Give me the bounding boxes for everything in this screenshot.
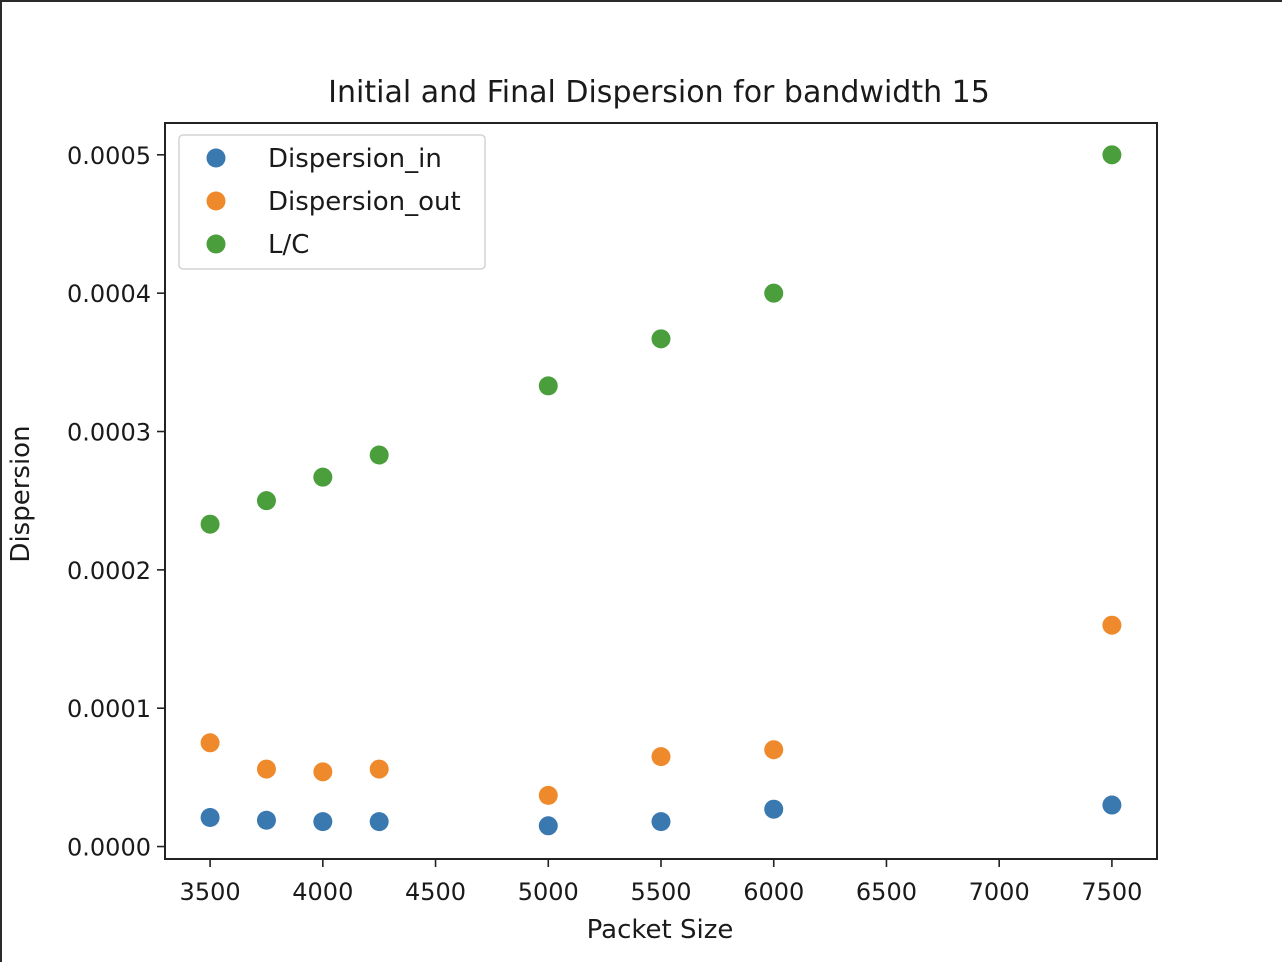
- y-axis-label: Dispersion: [6, 425, 36, 562]
- point-dispersion-in: [764, 799, 784, 819]
- legend-marker: [206, 234, 226, 254]
- point-l-c: [369, 445, 389, 465]
- point-l-c: [764, 283, 784, 303]
- point-l-c: [651, 329, 671, 349]
- point-l-c: [1102, 145, 1122, 165]
- legend-box: [178, 134, 486, 270]
- x-tick-label: 5000: [518, 878, 579, 906]
- point-l-c: [538, 376, 558, 396]
- point-dispersion-out: [369, 759, 389, 779]
- x-tick-label: 4500: [405, 878, 466, 906]
- x-axis-label: Packet Size: [587, 915, 734, 945]
- point-dispersion-in: [651, 812, 671, 832]
- y-tick-label: 0.0005: [67, 142, 151, 170]
- y-tick-label: 0.0003: [67, 419, 151, 447]
- point-dispersion-out: [764, 740, 784, 760]
- y-axis: 0.0000 0.0001 0.0002 0.0003 0.0004 0.0005: [67, 142, 165, 862]
- point-dispersion-in: [369, 812, 389, 832]
- point-dispersion-in: [200, 807, 220, 827]
- x-tick-label: 7500: [1081, 878, 1142, 906]
- point-l-c: [200, 514, 220, 534]
- data-points: [200, 145, 1122, 836]
- legend: Dispersion_in Dispersion_out L/C: [178, 134, 486, 270]
- point-dispersion-out: [651, 747, 671, 767]
- point-dispersion-in: [1102, 795, 1122, 815]
- legend-marker: [206, 191, 226, 211]
- legend-label: L/C: [268, 230, 309, 260]
- point-dispersion-in: [538, 816, 558, 836]
- y-tick-label: 0.0004: [67, 280, 151, 308]
- point-dispersion-out: [1102, 615, 1122, 635]
- x-tick-label: 5500: [630, 878, 691, 906]
- y-tick-label: 0.0002: [67, 557, 151, 585]
- x-tick-label: 7000: [969, 878, 1030, 906]
- x-axis: 3500 4000 4500 5000 5500 6000 6500 7000 7500: [180, 859, 1142, 906]
- x-tick-label: 4000: [292, 878, 353, 906]
- legend-marker: [206, 148, 226, 168]
- point-l-c: [313, 467, 333, 487]
- x-tick-label: 3500: [180, 878, 241, 906]
- point-dispersion-out: [313, 762, 333, 782]
- y-tick-label: 0.0000: [67, 834, 151, 862]
- chart-title: Initial and Final Dispersion for bandwid…: [328, 75, 990, 110]
- x-tick-label: 6000: [743, 878, 804, 906]
- point-dispersion-out: [200, 733, 220, 753]
- point-l-c: [256, 491, 276, 511]
- point-dispersion-out: [256, 759, 276, 779]
- x-tick-label: 6500: [856, 878, 917, 906]
- point-dispersion-in: [313, 812, 333, 832]
- point-dispersion-in: [256, 810, 276, 830]
- point-dispersion-out: [538, 785, 558, 805]
- legend-label: Dispersion_out: [268, 187, 461, 217]
- y-tick-label: 0.0001: [67, 695, 151, 723]
- legend-label: Dispersion_in: [268, 144, 442, 174]
